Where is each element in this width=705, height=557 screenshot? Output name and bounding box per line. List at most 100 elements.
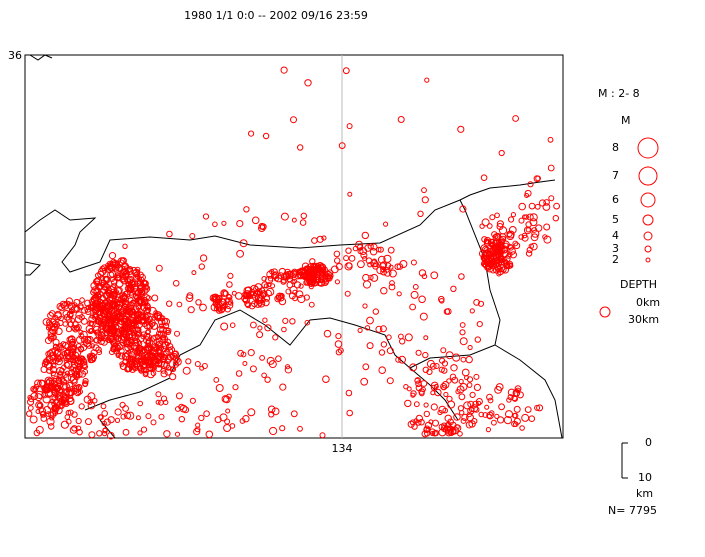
quake-marker: [75, 343, 82, 349]
quake-marker: [418, 295, 426, 304]
quake-marker: [111, 290, 119, 298]
quake-marker: [174, 330, 180, 337]
quake-marker: [91, 286, 100, 295]
quake-marker: [26, 410, 33, 417]
quake-marker: [182, 366, 191, 375]
quake-marker: [127, 325, 134, 332]
quake-marker: [135, 331, 142, 338]
quake-marker: [266, 281, 272, 288]
quake-marker: [491, 419, 497, 426]
quake-marker: [450, 285, 457, 292]
quake-marker: [367, 243, 374, 250]
quake-marker: [357, 248, 364, 255]
quake-marker: [71, 425, 78, 432]
quake-marker: [52, 329, 58, 335]
quake-marker: [531, 229, 540, 238]
quake-marker: [398, 333, 404, 340]
quake-marker: [269, 269, 275, 275]
quake-marker: [289, 318, 296, 325]
quake-marker: [140, 334, 146, 340]
quake-marker: [43, 406, 52, 414]
quake-marker: [123, 290, 131, 298]
quake-marker: [90, 289, 97, 296]
quake-marker: [406, 386, 412, 392]
quake-marker: [362, 363, 370, 371]
quake-marker: [466, 376, 474, 383]
quake-marker: [237, 349, 245, 357]
quake-marker: [97, 290, 104, 298]
quake-marker: [136, 279, 145, 287]
quake-marker: [380, 268, 388, 276]
quake-marker: [369, 248, 378, 256]
quake-marker: [116, 265, 124, 273]
quake-marker: [259, 223, 267, 231]
magnitude-legend: 8 7 6 5 432: [612, 137, 659, 266]
quake-marker: [538, 199, 547, 207]
quake-marker: [69, 338, 77, 346]
quake-marker: [531, 227, 538, 233]
quake-marker: [297, 144, 304, 151]
quake-marker: [187, 306, 195, 314]
quake-marker: [498, 226, 508, 235]
quake-marker: [471, 418, 478, 425]
quake-marker: [362, 256, 368, 261]
quake-marker: [138, 276, 145, 283]
quake-marker: [364, 325, 371, 331]
quake-marker: [508, 216, 515, 223]
quake-marker: [78, 329, 84, 335]
depth-legend-marker: [599, 306, 611, 318]
scale-unit: km: [636, 487, 653, 500]
quake-marker: [57, 354, 64, 361]
quake-marker: [145, 295, 152, 302]
quake-marker: [421, 196, 429, 204]
quake-marker: [473, 383, 481, 391]
quake-marker: [299, 219, 307, 226]
scale-bottom: 10: [638, 471, 652, 484]
quake-marker: [487, 397, 494, 404]
quake-marker: [267, 405, 276, 414]
quake-marker: [418, 269, 427, 277]
quake-marker: [528, 415, 536, 423]
quake-marker: [91, 313, 99, 321]
quake-marker: [486, 393, 493, 401]
quake-marker: [129, 359, 137, 367]
quake-marker: [216, 304, 223, 311]
quake-marker: [311, 237, 318, 244]
quake-marker: [134, 294, 141, 301]
quake-marker: [473, 373, 480, 380]
quake-marker: [476, 321, 483, 328]
quake-marker: [114, 272, 121, 279]
quake-marker: [284, 268, 291, 276]
quake-marker: [97, 334, 105, 342]
quake-marker: [513, 405, 521, 413]
quake-marker: [388, 264, 394, 270]
quake-marker: [84, 308, 92, 316]
quake-marker: [347, 191, 353, 197]
quake-marker: [410, 390, 417, 397]
quake-marker: [85, 418, 92, 426]
quake-marker: [102, 427, 108, 433]
quake-marker: [89, 327, 95, 334]
quake-marker: [295, 268, 303, 276]
quake-marker: [240, 351, 247, 358]
quake-marker: [155, 391, 162, 398]
quake-marker: [135, 415, 141, 421]
quake-marker: [424, 430, 431, 437]
quake-marker: [521, 232, 528, 239]
quake-marker: [423, 410, 430, 418]
quake-marker: [493, 233, 499, 239]
quake-marker: [123, 339, 129, 346]
quake-marker: [518, 202, 527, 211]
quake-marker: [84, 299, 92, 307]
quake-marker: [305, 270, 311, 276]
event-count: N= 7795: [608, 504, 657, 517]
quake-marker: [189, 233, 196, 239]
quake-marker: [67, 389, 74, 397]
quake-marker: [335, 333, 342, 340]
quake-marker: [128, 308, 136, 316]
quake-marker: [229, 322, 236, 329]
quake-marker: [79, 330, 88, 339]
quake-marker: [309, 258, 316, 265]
quake-marker: [261, 372, 267, 379]
quake-marker: [415, 380, 422, 388]
